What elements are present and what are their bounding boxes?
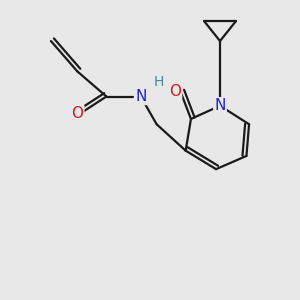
Text: H: H <box>154 75 164 89</box>
Text: O: O <box>71 106 83 121</box>
Text: O: O <box>169 84 181 99</box>
Text: N: N <box>214 98 226 113</box>
Text: N: N <box>135 89 146 104</box>
